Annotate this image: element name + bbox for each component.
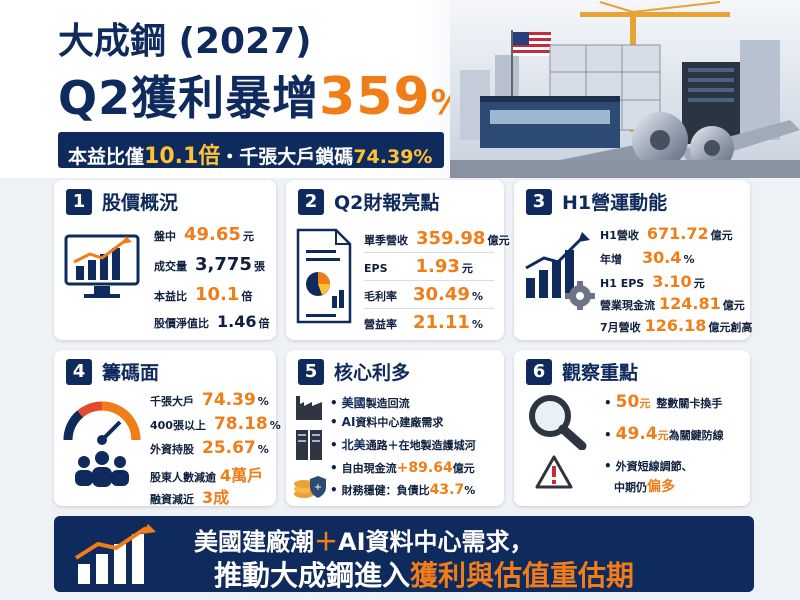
warning-icon	[535, 455, 573, 489]
row-revenue: 單季營收 359.98 億元	[364, 228, 510, 249]
server-icon	[296, 430, 322, 460]
bottom-banner: 美國建廠潮＋AI資料中心需求， 推動大成鋼進入獲利與估值重估期	[54, 516, 754, 592]
section-number: 3	[526, 188, 552, 215]
row-volume: 成交量 3,775 張	[154, 254, 265, 275]
headline-value: 359	[319, 67, 431, 127]
magnifier-icon	[529, 395, 587, 450]
gauge-people-icon	[63, 401, 141, 487]
catalyst-na: • 北美 通路＋在地製造護城河	[330, 438, 476, 452]
banner-line1: 美國建廠潮＋AI資料中心需求，	[194, 528, 534, 556]
card-core-catalysts: 5 核心利多 + • 美國 製造回流 • AI 資料中心建廠需求 • 北美 通路＋在地製造護…	[286, 350, 504, 506]
watch-foreign: • 外資短線調節、	[604, 459, 693, 473]
section-title: 籌碼面	[102, 362, 160, 384]
catalyst-ai: • AI 資料中心建廠需求	[330, 415, 444, 429]
subtitle-bar: 本益比僅10.1倍・千張大戶鎖碼74.39%	[58, 132, 444, 169]
report-document-icon	[296, 228, 352, 324]
catalyst-us: • 美國 製造回流	[330, 396, 410, 410]
subtitle-b: 10.1倍	[144, 144, 221, 169]
card-q2-highlights: 2 Q2財報亮點 單季營收 359.98 億元 EPS 1.93 元 毛利率 3…	[286, 180, 509, 340]
row-h1-eps: H1 EPS 3.10 元	[600, 272, 705, 291]
section-number: 4	[66, 358, 92, 385]
watch-bias: 中期仍 偏多	[614, 479, 675, 495]
section-title: Q2財報亮點	[334, 192, 440, 214]
row-price: 盤中 49.65 元	[154, 224, 254, 245]
section-title: 觀察重點	[562, 362, 639, 384]
steel-factory-illustration	[450, 0, 800, 178]
section-title: 核心利多	[334, 362, 411, 384]
section-number: 6	[526, 358, 552, 385]
row-big-holders: 千張大戶 74.39 %	[150, 390, 269, 410]
monitor-chart-icon	[64, 234, 140, 298]
catalyst-fcf: • 自由現金流 +89.64 億元	[330, 460, 475, 476]
section-title: H1營運動能	[562, 192, 668, 214]
row-eps: EPS 1.93 元	[364, 256, 473, 277]
row-gross-margin: 毛利率 30.49 %	[364, 284, 483, 305]
row-h1-revenue: H1營收 671.72 億元	[600, 224, 733, 243]
section-title: 股價概況	[102, 192, 179, 214]
row-yoy: 年增 30.4 %	[600, 248, 695, 267]
row-pe: 本益比 10.1 倍	[154, 284, 253, 305]
card-stock-overview: 1 股價概況 盤中 49.65 元 成交量 3,775 張 本益比 10.1 倍…	[54, 180, 276, 340]
page-title: 大成鋼 (2027)	[58, 21, 312, 62]
rising-chart-icon	[74, 524, 156, 584]
row-july-revenue: 7月營收 126.18 億元創高	[600, 316, 753, 335]
growth-gear-icon	[525, 232, 595, 310]
row-400-holders: 400張以上 78.18 %	[150, 414, 281, 434]
watch-resistance: • 50 元整數關卡換手	[604, 392, 723, 412]
card-chips: 4 籌碼面 千張大戶 74.39 % 400張以上 78.18 % 外資持股 2…	[54, 350, 281, 507]
svg-text:+: +	[314, 482, 322, 493]
card-h1-momentum: 3 H1營運動能 H1營收 671.72 億元 年增 30.4 % H1 EPS…	[514, 180, 753, 340]
catalyst-debt: • 財務穩健：負債比 43.7%	[330, 482, 476, 498]
watch-support: • 49.4 元為關鍵防線	[604, 424, 724, 444]
headline: Q2獲利暴增359%	[58, 62, 466, 128]
banner-line2: 推動大成鋼進入獲利與估值重估期	[214, 559, 635, 592]
row-op-cashflow: 營業現金流 124.81 億元	[600, 294, 745, 313]
section-number: 5	[298, 358, 324, 385]
subtitle-c: ・千張大戶鎖碼	[220, 146, 354, 168]
row-shareholders: 股東人數減逾 4萬戶	[150, 466, 264, 485]
subtitle-a: 本益比僅	[68, 146, 145, 168]
factory-icon	[296, 396, 322, 420]
coins-shield-icon: +	[294, 476, 326, 498]
headline-prefix: Q2獲利暴增	[58, 71, 320, 125]
hero-header: 大成鋼 (2027) Q2獲利暴增359% 本益比僅10.1倍・千張大戶鎖碼74…	[0, 0, 800, 178]
row-op-margin: 營益率 21.11 %	[364, 312, 483, 333]
card-watch-points: 6 觀察重點 • 50 元整數關卡換手 • 49.4 元為關鍵防線 • 外資短線調節、 中…	[514, 350, 750, 506]
section-number: 1	[66, 188, 92, 215]
row-margin: 融資減近 3成	[150, 488, 230, 507]
section-number: 2	[298, 188, 324, 215]
subtitle-d: 74.39%	[353, 146, 433, 168]
row-pb: 股價淨值比 1.46 倍	[154, 312, 270, 331]
us-flag-icon	[513, 32, 551, 56]
steel-coil-icon	[632, 112, 734, 170]
row-foreign: 外資持股 25.67 %	[150, 438, 269, 458]
